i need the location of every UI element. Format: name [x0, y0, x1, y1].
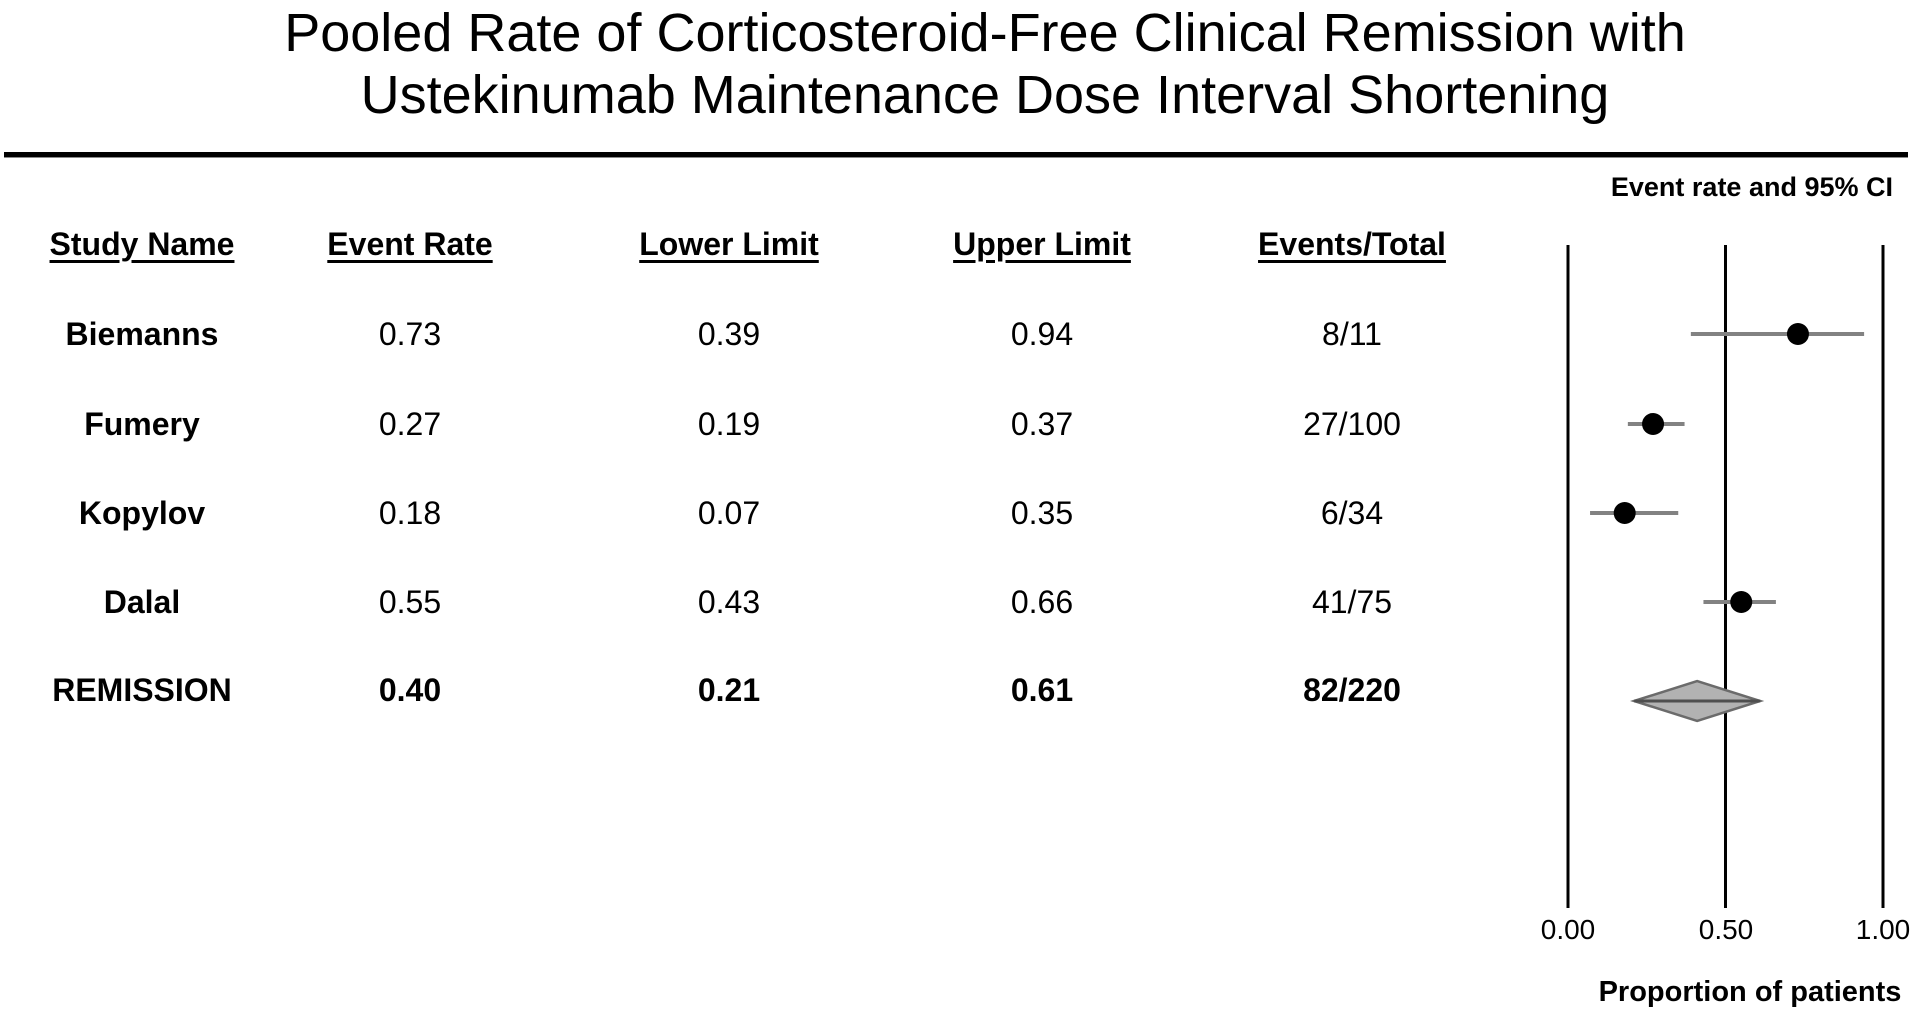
table-cell-event-rate: 0.40: [378, 672, 442, 708]
plot-column-header: Event rate and 95% CI: [1610, 172, 1893, 202]
event-rate-marker: [1642, 413, 1665, 435]
table-cell-upper: 0.35: [1010, 495, 1074, 531]
event-rate-marker: [1786, 323, 1809, 345]
event-rate-marker: [1613, 502, 1636, 524]
column-header-events-total: Events/Total: [1258, 226, 1446, 262]
column-header-event-rate: Event Rate: [327, 226, 493, 262]
table-cell-lower: 0.39: [697, 316, 761, 352]
column-header-study: Study Name: [49, 226, 235, 262]
table-cell-events-total: 6/34: [1320, 495, 1384, 531]
x-tick-0: 0.00: [1540, 914, 1596, 945]
table-cell-event-rate: 0.73: [378, 316, 442, 352]
table-cell-study: Fumery: [84, 406, 200, 442]
table-cell-event-rate: 0.27: [378, 406, 442, 442]
table-cell-upper: 0.66: [1010, 584, 1074, 620]
title-divider-rule: [4, 152, 1908, 158]
table-cell-event-rate: 0.55: [378, 584, 442, 620]
x-tick-100: 1.00: [1855, 914, 1911, 945]
table-cell-lower: 0.19: [697, 406, 761, 442]
table-cell-events-total: 41/75: [1311, 584, 1393, 620]
column-header-lower: Lower Limit: [639, 226, 819, 262]
table-cell-study: Dalal: [103, 584, 181, 620]
table-cell-lower: 0.07: [697, 495, 761, 531]
table-cell-upper: 0.61: [1010, 672, 1074, 708]
table-cell-study: Biemanns: [65, 316, 219, 352]
table-cell-upper: 0.94: [1010, 316, 1074, 352]
table-cell-events-total: 8/11: [1322, 316, 1382, 352]
figure-title: Pooled Rate of Corticosteroid-Free Clini…: [0, 2, 1920, 126]
table-cell-upper: 0.37: [1010, 406, 1074, 442]
table-cell-study: Kopylov: [78, 495, 206, 531]
table-cell-events-total: 27/100: [1303, 406, 1401, 442]
event-rate-marker: [1730, 591, 1753, 613]
table-cell-events-total: 82/220: [1303, 672, 1401, 708]
column-header-upper: Upper Limit: [953, 226, 1131, 262]
x-axis-title: Proportion of patients: [1598, 976, 1902, 1008]
table-cell-study: REMISSION: [52, 672, 232, 708]
table-cell-lower: 0.43: [697, 584, 761, 620]
figure-title-line2: Ustekinumab Maintenance Dose Interval Sh…: [360, 65, 1610, 125]
x-tick-050: 0.50: [1698, 914, 1754, 945]
table-cell-lower: 0.21: [697, 672, 761, 708]
figure-title-line1: Pooled Rate of Corticosteroid-Free Clini…: [284, 3, 1686, 63]
table-cell-event-rate: 0.18: [378, 495, 442, 531]
